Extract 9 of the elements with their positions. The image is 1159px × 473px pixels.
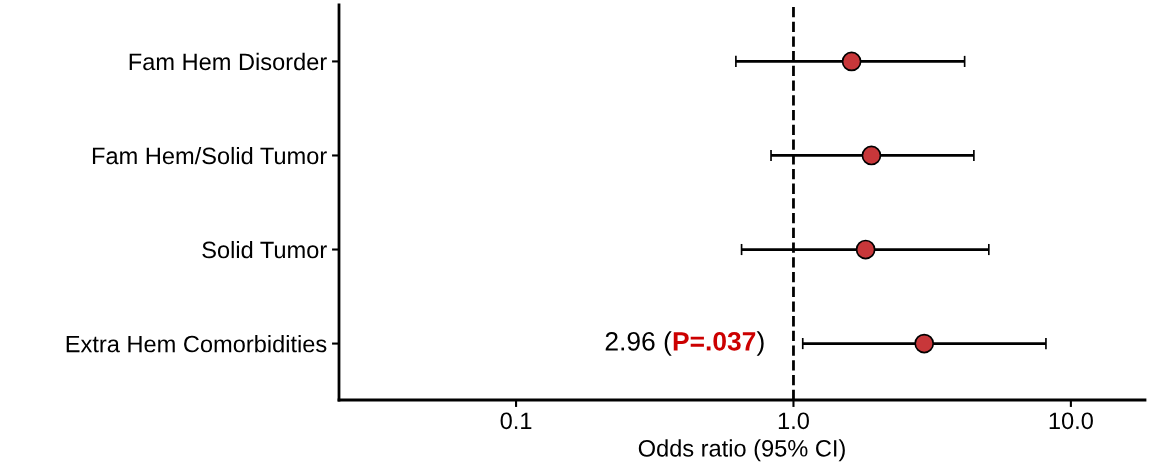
y-tick-label: Fam Hem Disorder: [129, 52, 327, 71]
y-tick-label: Fam Hem/Solid Tumor: [92, 146, 327, 165]
y-tick-label: Solid Tumor: [202, 240, 327, 259]
x-tick-label: 0.1: [500, 412, 532, 430]
y-tick-label: Extra Hem Comorbidities: [66, 335, 327, 353]
x-tick-label: 1.0: [778, 412, 809, 430]
annotation: 2.96 (P=.037): [605, 331, 764, 356]
x-axis-title: Odds ratio (95% CI): [638, 439, 845, 462]
x-tick-label: 10.0: [1049, 412, 1093, 430]
